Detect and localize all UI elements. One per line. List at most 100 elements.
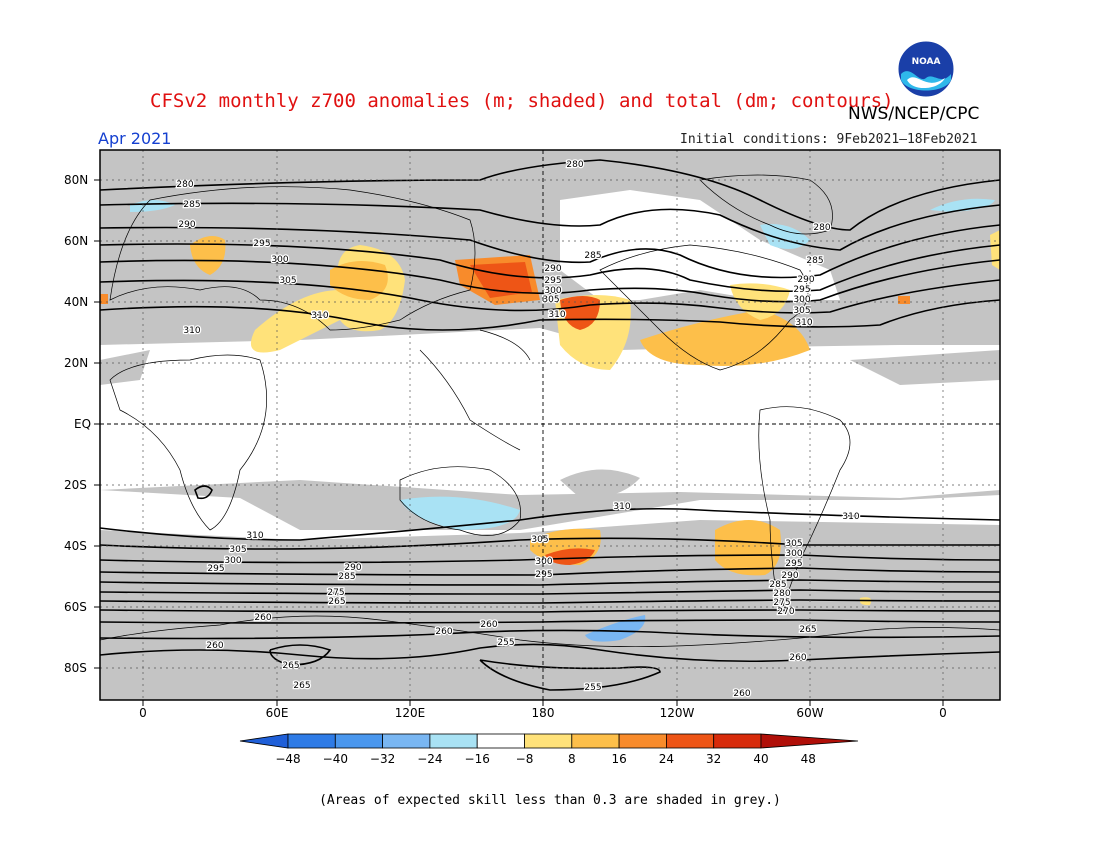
anomaly-atlantic-east <box>898 296 910 304</box>
contour-300 <box>99 259 1001 303</box>
contour-270-south <box>99 619 1001 624</box>
contour-265-ring <box>269 644 332 666</box>
colorbar-tick-label: 16 <box>611 752 627 766</box>
contour-255-south <box>479 659 661 691</box>
colorbar-tick-label: 32 <box>706 752 722 766</box>
noaa-logo: NOAA <box>897 40 955 98</box>
anomaly-australia-negative <box>400 496 520 530</box>
colorbar-tick-label: 48 <box>800 752 816 766</box>
lat-label-eq: EQ <box>74 417 92 431</box>
height-contours <box>99 159 1001 691</box>
contour-label: 305 <box>531 535 548 545</box>
north-america-coast <box>599 244 809 371</box>
contour-280-south <box>99 599 1001 604</box>
grey-patch-africa <box>100 350 150 385</box>
contour-label: 285 <box>769 580 786 590</box>
contour-265-south <box>99 629 1001 640</box>
anomaly-arctic-east-negative <box>930 198 995 212</box>
anomaly-sp-32 <box>545 548 595 565</box>
grey-patch-south-pacific <box>560 469 640 499</box>
coastlines <box>99 174 1001 648</box>
contour-label: 310 <box>613 502 630 512</box>
colorbar-segment <box>382 733 431 749</box>
contour-label: 295 <box>785 559 802 569</box>
contour-label: 305 <box>785 539 802 549</box>
contour-label: 300 <box>793 295 810 305</box>
skill-region-north-pacific <box>560 190 840 300</box>
contour-label: 305 <box>793 306 810 316</box>
skill-region-tropics <box>100 328 1000 498</box>
contour-305-south <box>99 537 1000 550</box>
lon-label-0-east: 0 <box>939 706 947 720</box>
contour-label: 300 <box>224 556 241 566</box>
contour-label: 295 <box>544 276 561 286</box>
contour-africa-loop <box>194 485 213 500</box>
contour-label: 285 <box>183 200 200 210</box>
colorbar-tick-label: 8 <box>567 752 576 766</box>
contour-label: 265 <box>282 661 299 671</box>
eurasia-coast <box>109 186 476 331</box>
contour-label: 265 <box>293 681 310 691</box>
anomaly-europe-west <box>100 294 108 304</box>
lat-label-20s: 20S <box>64 478 87 492</box>
contour-label: 310 <box>183 326 200 336</box>
colorbar-arrow-low <box>239 733 289 749</box>
contour-300-south <box>99 554 1001 564</box>
contour-label: 295 <box>207 564 224 574</box>
antarctica-coast <box>99 615 1001 648</box>
colorbar-tick-label: −16 <box>464 752 490 766</box>
contour-label: 305 <box>542 295 559 305</box>
colorbar-segment <box>524 733 573 749</box>
contour-label: 305 <box>279 276 296 286</box>
lon-label-60e: 60E <box>265 706 289 720</box>
contour-label: 260 <box>206 641 223 651</box>
anomaly-na-16 <box>640 310 810 366</box>
colorbar-tick-label: −32 <box>369 752 396 766</box>
contour-label: 285 <box>584 251 601 261</box>
lat-label-40n: 40N <box>64 295 89 309</box>
contour-label: 290 <box>544 264 561 274</box>
contour-label: 265 <box>328 597 345 607</box>
contour-label: 295 <box>535 570 552 580</box>
contour-label: 260 <box>789 653 806 663</box>
lon-label-120e: 120E <box>394 706 426 720</box>
colorbar-arrow-high <box>760 733 859 749</box>
lat-label-20n: 20N <box>64 356 89 370</box>
colorbar-tick-label: 24 <box>658 752 675 766</box>
colorbar-segment <box>334 733 383 749</box>
skill-region-south <box>100 490 1000 540</box>
colorbar-segment <box>618 733 667 749</box>
contour-280 <box>99 159 1001 231</box>
contour-labels: 2802852902953003053103102802852902953003… <box>175 159 861 701</box>
contour-label: 310 <box>548 310 565 320</box>
colorbar-segment <box>476 733 525 749</box>
noaa-logo-text: NOAA <box>912 57 941 67</box>
map-title: CFSv2 monthly z700 anomalies (m; shaded)… <box>150 90 894 112</box>
contour-260-south <box>99 643 1001 663</box>
map-frame <box>99 149 1001 701</box>
colorbar-segment <box>429 733 478 749</box>
contour-label: 260 <box>254 613 271 623</box>
contour-label: 300 <box>271 255 288 265</box>
contour-310 <box>99 299 1001 331</box>
lat-label-40s: 40S <box>64 539 87 553</box>
contour-275-south <box>99 609 1001 613</box>
lon-label-0: 0 <box>139 706 147 720</box>
anomaly-sa-16 <box>715 520 781 576</box>
contour-label: 270 <box>777 607 794 617</box>
contour-label: 255 <box>497 638 514 648</box>
contour-label: 285 <box>338 572 355 582</box>
colorbar-segment <box>287 733 336 749</box>
contour-label: 300 <box>535 557 552 567</box>
contour-310-south <box>99 507 1001 541</box>
tick-marks <box>94 179 944 706</box>
colorbar-tick-label: −8 <box>515 752 534 766</box>
forecast-month: Apr 2021 <box>98 129 172 148</box>
colorbar-segment <box>713 733 762 749</box>
contour-label: 280 <box>773 589 790 599</box>
contour-label: 310 <box>246 531 263 541</box>
contour-label: 300 <box>544 286 561 296</box>
lat-label-60n: 60N <box>64 234 89 248</box>
lon-label-180: 180 <box>531 706 555 720</box>
